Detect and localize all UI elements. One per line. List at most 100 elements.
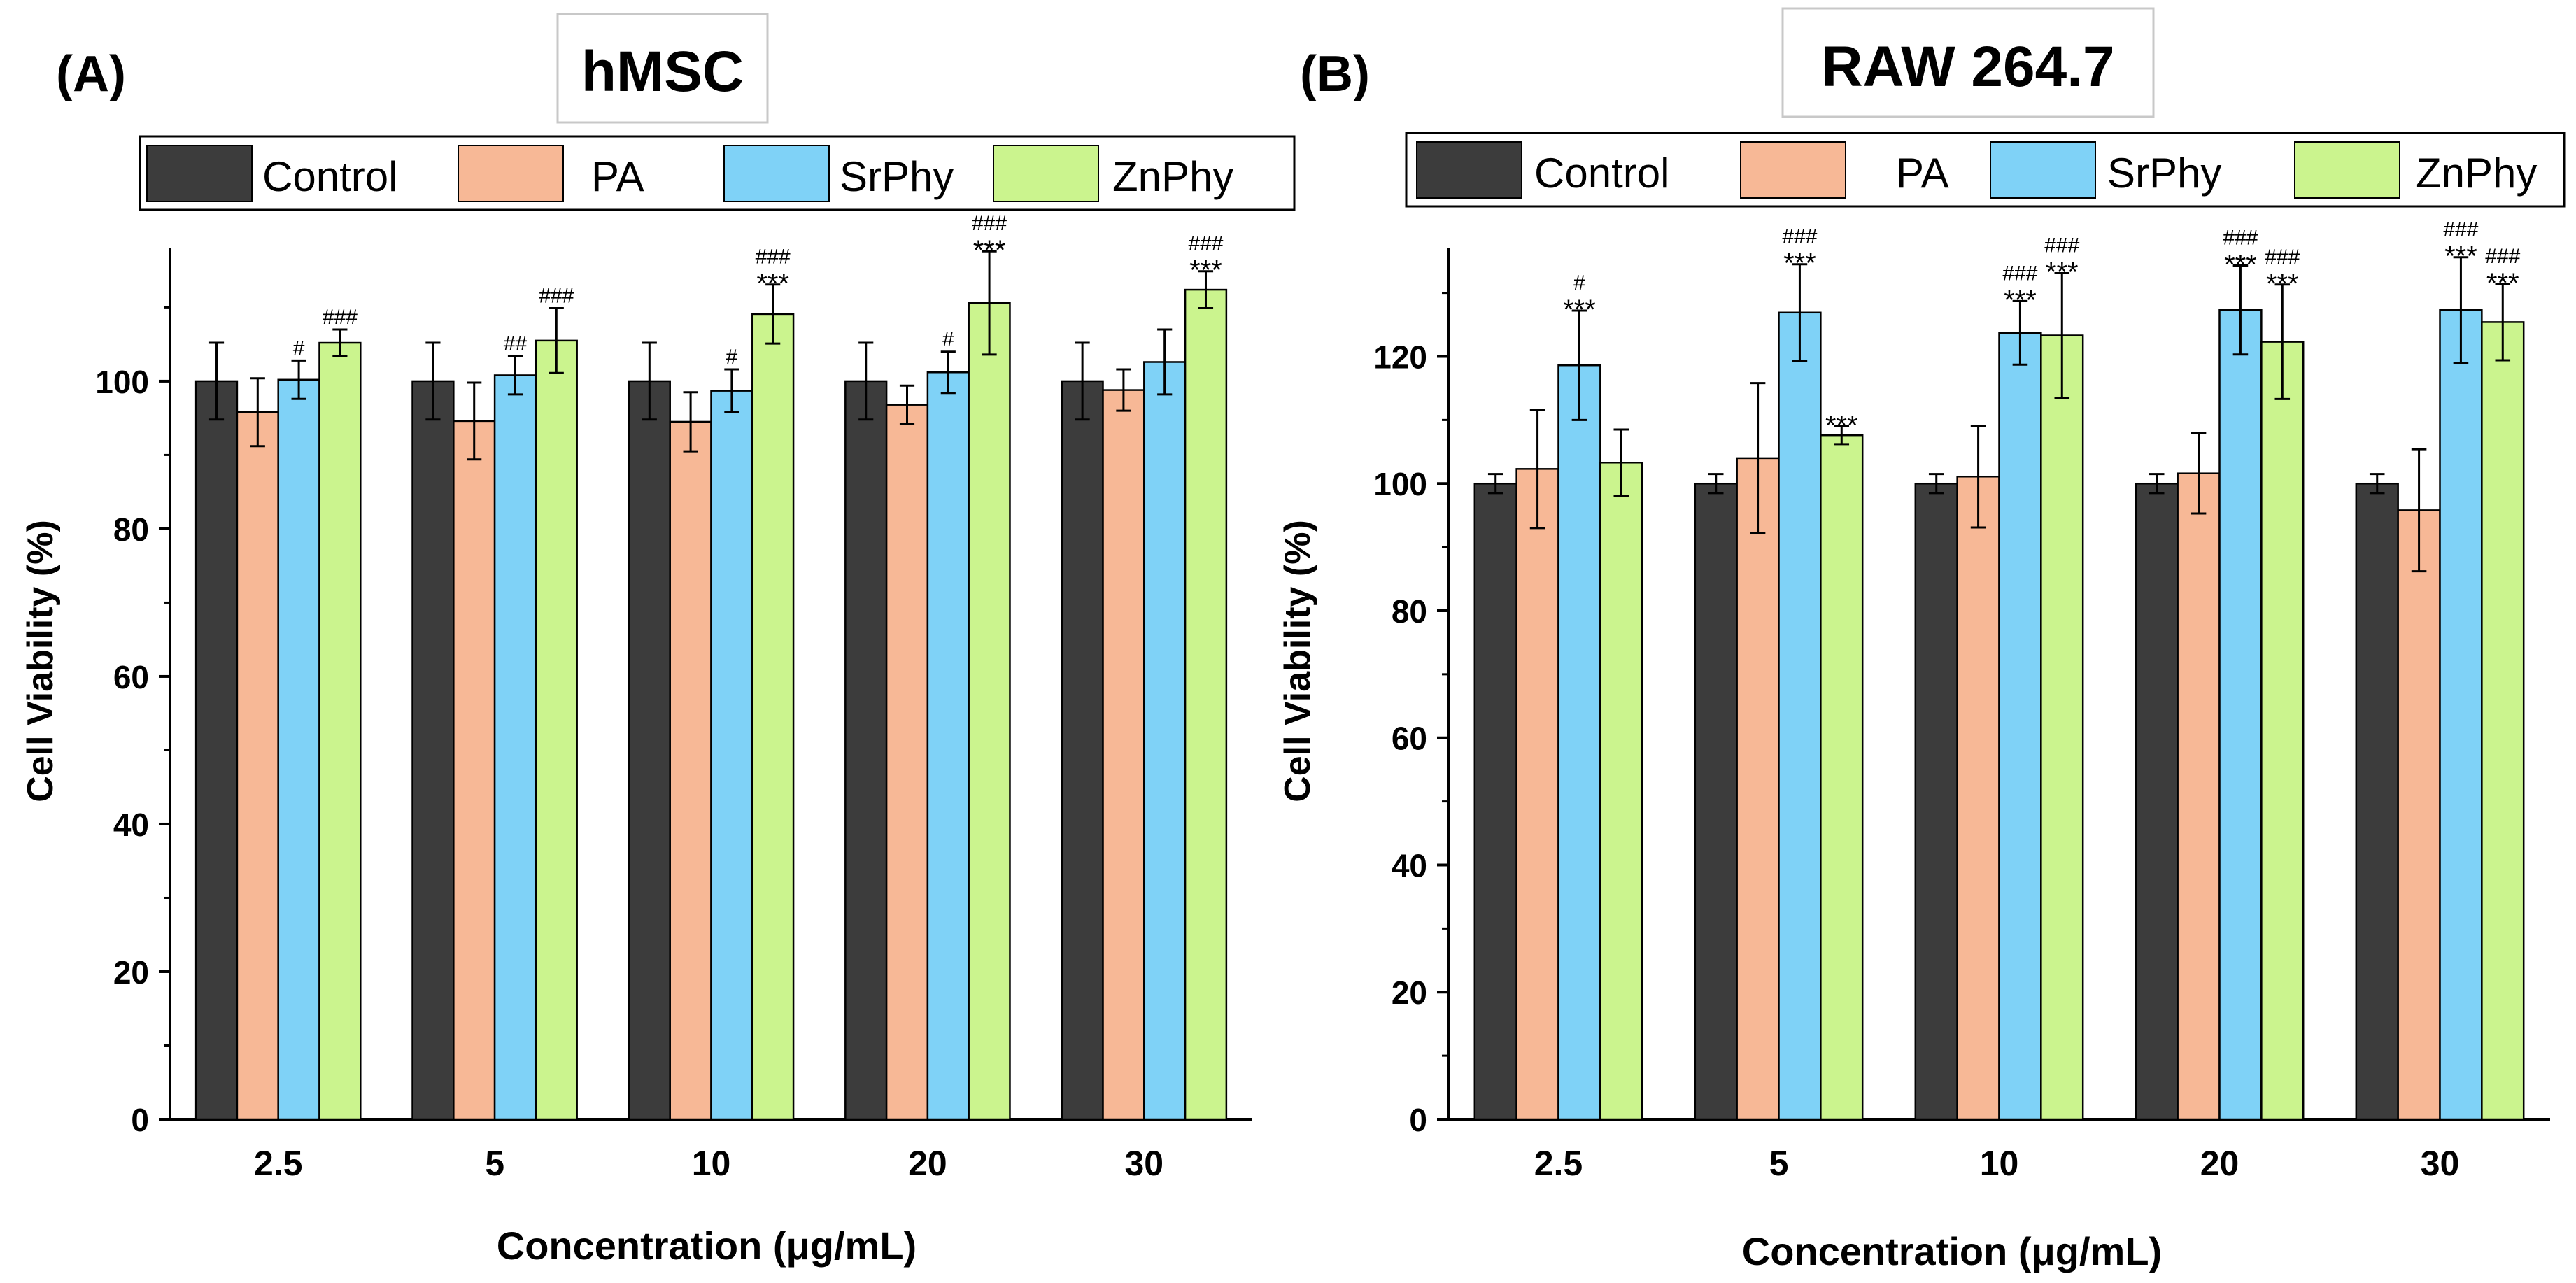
panel-a-bar-znphy-20 bbox=[968, 302, 1011, 1121]
panel-b-legend-label-pa: PA bbox=[1896, 150, 1949, 197]
panel-b-significance-srphy-2-5-0: # bbox=[1573, 271, 1585, 295]
panel-b-significance-znphy-5-0: *** bbox=[1825, 410, 1858, 441]
panel-b-legend-swatch-srphy bbox=[1990, 141, 2096, 199]
panel-b-bar-srphy-5 bbox=[1778, 311, 1822, 1121]
panel-a-title: hMSC bbox=[581, 40, 744, 104]
panel-a-bar-pa-10 bbox=[669, 420, 712, 1121]
panel-b-bar-pa-30 bbox=[2397, 509, 2441, 1121]
panel-b-ytick-label-80: 80 bbox=[1392, 593, 1427, 630]
panel-b-bar-znphy-30 bbox=[2481, 321, 2525, 1121]
panel-a-ytick-label-0: 0 bbox=[131, 1102, 149, 1138]
panel-b-bar-control-20 bbox=[2135, 482, 2179, 1121]
panel-a-ytick-label-20: 20 bbox=[113, 954, 149, 991]
panel-a-significance-znphy-10-1: *** bbox=[756, 269, 789, 299]
panel-a-significance-srphy-5-0: ## bbox=[504, 332, 528, 355]
panel-a-label: (A) bbox=[56, 46, 126, 102]
panel-a-bar-srphy-30 bbox=[1143, 361, 1187, 1121]
panel-a-significance-srphy-2-5-0: # bbox=[293, 336, 305, 360]
panel-a-bar-control-2-5 bbox=[194, 380, 239, 1121]
panel-a-legend-label-srphy: SrPhy bbox=[840, 153, 954, 200]
panel-a-legend-swatch-znphy bbox=[993, 145, 1099, 202]
panel-b-significance-srphy-30-1: *** bbox=[2444, 241, 2477, 272]
panel-b-bar-pa-10 bbox=[1956, 475, 2000, 1121]
panel-a-bar-pa-5 bbox=[453, 420, 496, 1121]
panel-a-legend-swatch-srphy bbox=[723, 145, 830, 202]
panel-b-bar-control-5 bbox=[1694, 482, 1738, 1121]
panel-a-bar-srphy-2-5 bbox=[277, 378, 320, 1121]
panel-b-significance-znphy-20-0: ### bbox=[2265, 246, 2300, 269]
panel-b-bar-srphy-20 bbox=[2218, 309, 2263, 1121]
panel-a-legend: Control PA SrPhy ZnPhy bbox=[139, 135, 1296, 211]
panel-a-bar-pa-30 bbox=[1102, 389, 1145, 1121]
panel-b-significance-srphy-2-5-1: *** bbox=[1563, 295, 1596, 325]
panel-b-significance-znphy-30-1: *** bbox=[2486, 268, 2519, 299]
panel-b-ytick-label-100: 100 bbox=[1373, 466, 1427, 502]
panel-a-ytick-label-100: 100 bbox=[95, 364, 149, 400]
panel-b-bar-pa-5 bbox=[1736, 457, 1780, 1121]
panel-b-xlabel: Concentration (μg/mL) bbox=[1742, 1229, 2162, 1273]
panel-b-bar-srphy-2-5 bbox=[1557, 364, 1601, 1121]
panel-b-plot: 0204060801001202.5***#5***###***10***###… bbox=[1373, 218, 2550, 1183]
panel-b-significance-srphy-5-1: *** bbox=[1783, 248, 1816, 279]
panel-a-significance-srphy-10-0: # bbox=[726, 346, 738, 369]
panel-a-significance-srphy-20-0: # bbox=[942, 328, 954, 351]
panel-a-bar-control-5 bbox=[411, 380, 455, 1121]
panel-b-significance-srphy-5-0: ### bbox=[1782, 225, 1817, 248]
panel-b-significance-znphy-10-0: ### bbox=[2044, 234, 2079, 257]
panel-b-xtick-label-10: 10 bbox=[1980, 1144, 2019, 1183]
panel-a-xlabel: Concentration (μg/mL) bbox=[497, 1224, 917, 1268]
panel-b-bar-srphy-30 bbox=[2439, 309, 2483, 1121]
panel-b-significance-srphy-10-1: *** bbox=[2004, 285, 2037, 316]
panel-b-ylabel: Cell Viability (%) bbox=[1278, 520, 1318, 802]
panel-b-legend-swatch-znphy bbox=[2294, 141, 2400, 199]
panel-b-significance-znphy-10-1: *** bbox=[2046, 257, 2079, 288]
panel-b-ytick-label-60: 60 bbox=[1392, 721, 1427, 757]
panel-b-bar-control-30 bbox=[2355, 482, 2399, 1121]
panel-a-xtick-label-2-5: 2.5 bbox=[254, 1144, 303, 1183]
panel-a-xtick-label-5: 5 bbox=[485, 1144, 504, 1183]
panel-a-ytick-label-60: 60 bbox=[113, 659, 149, 695]
panel-a-significance-znphy-5-0: ### bbox=[539, 284, 574, 307]
panel-a-ytick-label-80: 80 bbox=[113, 511, 149, 548]
panel-b-significance-srphy-20-0: ### bbox=[2223, 227, 2258, 250]
panel-b-ytick-label-120: 120 bbox=[1373, 339, 1427, 375]
panel-a-significance-znphy-20-1: *** bbox=[973, 235, 1006, 266]
panel-a-title-box bbox=[556, 13, 769, 124]
panel-b-legend-label-znphy: ZnPhy bbox=[2416, 150, 2537, 197]
panel-b-xtick-label-30: 30 bbox=[2421, 1144, 2460, 1183]
panel-b-significance-srphy-30-0: ### bbox=[2443, 218, 2478, 241]
panel-b-legend-swatch-control bbox=[1416, 141, 1522, 199]
panel-b-label: (B) bbox=[1300, 46, 1370, 102]
panel-a-xtick-label-20: 20 bbox=[908, 1144, 947, 1183]
panel-a-plot: 0204060801002.5####5#####10#***###20#***… bbox=[95, 212, 1252, 1183]
panel-a-significance-znphy-30-1: *** bbox=[1189, 255, 1222, 286]
panel-b-bar-znphy-20 bbox=[2260, 341, 2305, 1121]
panel-a-legend-label-znphy: ZnPhy bbox=[1112, 153, 1233, 200]
panel-b-ytick-label-40: 40 bbox=[1392, 847, 1427, 884]
panel-a-bar-srphy-5 bbox=[493, 374, 537, 1121]
panel-a-significance-znphy-10-0: ### bbox=[756, 246, 791, 269]
panel-b-bar-pa-2-5 bbox=[1515, 468, 1559, 1121]
panel-a-bar-znphy-5 bbox=[535, 339, 578, 1121]
panel-a-bar-srphy-20 bbox=[926, 371, 970, 1121]
panel-b-xtick-label-5: 5 bbox=[1769, 1144, 1789, 1183]
panel-b-bar-znphy-5 bbox=[1820, 434, 1864, 1121]
panel-b-bar-pa-20 bbox=[2177, 472, 2221, 1121]
panel-a-bar-srphy-10 bbox=[710, 390, 753, 1121]
panel-a-bar-control-20 bbox=[844, 380, 888, 1121]
panel-a-xtick-label-30: 30 bbox=[1124, 1144, 1163, 1183]
panel-b-significance-srphy-20-1: *** bbox=[2224, 250, 2257, 281]
panel-b-bar-srphy-10 bbox=[1998, 332, 2042, 1121]
panel-a-bar-control-10 bbox=[628, 380, 671, 1121]
panel-b-legend-label-control: Control bbox=[1534, 150, 1669, 197]
panel-b-bar-znphy-10 bbox=[2040, 334, 2084, 1121]
panel-a-xtick-label-10: 10 bbox=[692, 1144, 731, 1183]
panel-b: (B) RAW 264.7 Control PA SrPhy ZnPhy 0 20… bbox=[1278, 7, 2566, 1273]
panel-a: (A) hMSC Control PA SrPhy ZnPhy 0 20 40 60 8… bbox=[20, 13, 1296, 1268]
panel-b-title: RAW 264.7 bbox=[1821, 35, 2114, 99]
panel-b-bar-control-10 bbox=[1914, 482, 1958, 1121]
panel-a-legend-box bbox=[139, 135, 1296, 211]
panel-b-bar-znphy-2-5 bbox=[1599, 462, 1643, 1121]
panel-a-legend-swatch-control bbox=[146, 145, 253, 202]
panel-b-ytick-label-0: 0 bbox=[1409, 1102, 1427, 1138]
